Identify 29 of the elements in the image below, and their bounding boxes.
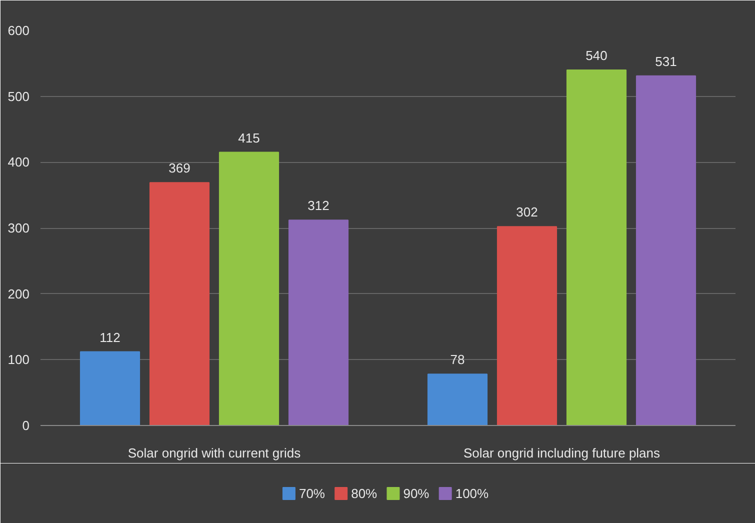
legend-label: 100% bbox=[455, 486, 490, 501]
bar bbox=[80, 351, 140, 426]
y-tick-label: 500 bbox=[8, 88, 30, 104]
y-tick-label: 0 bbox=[22, 418, 30, 433]
y-tick-label: 100 bbox=[8, 352, 30, 368]
data-label: 112 bbox=[100, 330, 120, 345]
data-label: 78 bbox=[450, 352, 465, 368]
bar bbox=[636, 75, 696, 426]
y-tick-label: 400 bbox=[8, 154, 30, 170]
data-label: 531 bbox=[655, 54, 677, 69]
data-label: 415 bbox=[238, 130, 260, 146]
legend-label: 70% bbox=[298, 486, 326, 501]
bar bbox=[427, 374, 488, 426]
bar bbox=[149, 182, 210, 426]
legend-label: 90% bbox=[403, 486, 430, 501]
y-tick-label: 300 bbox=[8, 220, 30, 236]
data-label: 540 bbox=[586, 48, 608, 63]
y-tick-label: 200 bbox=[8, 286, 30, 302]
data-label: 369 bbox=[168, 160, 190, 176]
bar bbox=[218, 152, 280, 426]
legend-label: 80% bbox=[351, 486, 378, 501]
data-label: 312 bbox=[308, 198, 330, 214]
bar bbox=[566, 70, 627, 426]
data-label: 302 bbox=[516, 204, 538, 220]
y-tick-label: 600 bbox=[8, 23, 30, 38]
x-tick-label: Solar ongrid with current grids bbox=[128, 446, 302, 460]
bar bbox=[288, 220, 349, 426]
x-tick-label: Solar ongrid including future plans bbox=[463, 446, 661, 460]
bar bbox=[496, 226, 558, 426]
